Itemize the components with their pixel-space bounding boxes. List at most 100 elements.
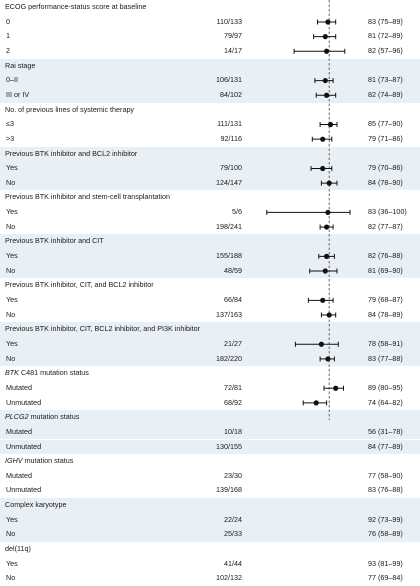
subgroup-label: No (6, 177, 16, 187)
subgroup-row: No 102/132 77 (69–84) (0, 571, 420, 586)
group-header-row: Previous BTK inhibitor and BCL2 inhibito… (0, 146, 420, 162)
group-header-row: Previous BTK inhibitor and stem-cell tra… (0, 190, 420, 205)
estimate-ci-text: 83 (76–88) (368, 485, 403, 495)
subgroup-label: III or IV (6, 89, 30, 99)
estimate-ci-text: 78 (58–91) (368, 338, 403, 348)
estimate-ci-text: 89 (80–95) (368, 382, 403, 392)
subgroup-row: Mutated 72/81 89 (80–95) (0, 381, 420, 396)
responders-fraction: 25/33 (224, 529, 242, 539)
group-header-row: del(11q) (0, 542, 420, 557)
estimate-ci-text: 79 (71–86) (368, 133, 403, 143)
subgroup-row: Unmutated 130/155 84 (77–89) (0, 439, 420, 455)
group-label: Previous BTK inhibitor, CIT, and BCL2 in… (5, 280, 154, 290)
group-header-row: Previous BTK inhibitor and CIT (0, 234, 420, 250)
group-header-row: BTK C481 mutation status (0, 366, 420, 381)
subgroup-row: Mutated 23/30 77 (58–90) (0, 469, 420, 484)
point-estimate (320, 297, 326, 303)
ci-mark (318, 253, 335, 259)
estimate-ci-text: 83 (77–88) (368, 353, 403, 363)
subgroup-row: ≤3 111/131 85 (77–90) (0, 117, 420, 132)
estimate-ci-text: 77 (58–90) (368, 470, 403, 480)
responders-fraction: 68/92 (224, 397, 242, 407)
estimate-ci-text: 85 (77–90) (368, 119, 403, 129)
responders-fraction: 14/17 (224, 45, 242, 55)
ci-mark (320, 180, 338, 186)
subgroup-label: 1 (6, 31, 10, 41)
subgroup-row: 0–II 106/131 81 (73–87) (0, 73, 420, 88)
subgroup-label: No (6, 309, 16, 319)
estimate-ci-text: 81 (73–87) (368, 75, 403, 85)
subgroup-label: Unmutated (6, 441, 42, 451)
subgroup-row: No 124/147 84 (78–90) (0, 175, 420, 191)
estimate-ci-text: 82 (77–87) (368, 221, 403, 231)
point-estimate (326, 312, 332, 318)
point-estimate (324, 92, 330, 98)
subgroup-label: No (6, 265, 16, 275)
point-estimate (322, 268, 328, 274)
estimate-ci-text: 79 (70–86) (368, 163, 403, 173)
subgroup-row: Mutated 10/18 56 (31–78) (0, 424, 420, 440)
group-label: PLCG2 mutation status (5, 412, 80, 422)
subgroup-row: Yes 41/44 93 (81–99) (0, 557, 420, 572)
subgroup-label: Yes (6, 207, 18, 217)
subgroup-row: 2 14/17 82 (57–96) (0, 44, 420, 59)
responders-fraction: 48/59 (224, 265, 242, 275)
ci-mark (307, 297, 334, 303)
ci-mark (309, 268, 338, 274)
point-estimate (313, 400, 319, 406)
subgroup-label: 2 (6, 45, 10, 55)
subgroup-label: >3 (6, 133, 15, 143)
responders-fraction: 124/147 (216, 177, 242, 187)
subgroup-row: Yes 79/100 79 (70–86) (0, 161, 420, 176)
responders-fraction: 198/241 (216, 221, 242, 231)
subgroup-row: Yes 21/27 78 (58–91) (0, 336, 420, 352)
responders-fraction: 21/27 (224, 338, 242, 348)
group-label: ECOG performance-status score at baselin… (5, 2, 147, 11)
group-label: BTK C481 mutation status (5, 368, 89, 378)
subgroup-row: 1 79/97 81 (72–89) (0, 29, 420, 44)
group-label: No. of previous lines of systemic therap… (5, 104, 135, 114)
point-estimate (325, 209, 331, 216)
group-label: Previous BTK inhibitor and CIT (5, 236, 104, 246)
responders-fraction: 182/220 (216, 353, 242, 363)
estimate-ci-text: 56 (31–78) (368, 426, 403, 436)
ci-mark (293, 48, 346, 54)
estimate-ci-text: 77 (69–84) (368, 573, 403, 583)
responders-fraction: 106/131 (216, 75, 242, 85)
group-label: Rai stage (5, 60, 36, 70)
point-estimate (333, 385, 339, 391)
ci-mark (323, 385, 344, 391)
ci-mark (319, 224, 334, 230)
subgroup-label: No (6, 573, 16, 583)
estimate-ci-text: 83 (75–89) (368, 16, 403, 26)
group-header-row: Complex karyotype (0, 498, 420, 513)
responders-fraction: 92/116 (220, 133, 242, 143)
subgroup-row: Yes 5/6 83 (36–100) (0, 205, 420, 220)
responders-fraction: 130/155 (216, 441, 242, 451)
subgroup-label: No (6, 529, 16, 539)
estimate-ci-text: 79 (68–87) (368, 295, 403, 304)
responders-fraction: 66/84 (224, 295, 242, 304)
ci-mark (319, 356, 335, 362)
subgroup-row: No 137/163 84 (78–89) (0, 308, 420, 323)
group-header-row: Previous BTK inhibitor, CIT, and BCL2 in… (0, 278, 420, 293)
subgroup-row: No 182/220 83 (77–88) (0, 351, 420, 367)
estimate-ci-text: 82 (74–89) (368, 89, 403, 99)
subgroup-row: Yes 155/188 82 (76–88) (0, 249, 420, 264)
subgroup-label: ≤3 (6, 119, 14, 129)
ci-mark (320, 312, 337, 318)
point-estimate (325, 19, 331, 25)
group-label: Previous BTK inhibitor and BCL2 inhibito… (5, 148, 138, 158)
estimate-ci-text: 82 (57–96) (368, 45, 403, 55)
estimate-ci-text: 82 (76–88) (368, 251, 403, 261)
ci-mark (302, 400, 328, 406)
responders-fraction: 84/102 (220, 89, 242, 99)
ci-mark (317, 19, 337, 25)
responders-fraction: 72/81 (224, 382, 242, 392)
subgroup-row: Yes 66/84 79 (68–87) (0, 293, 420, 308)
group-header-row: Rai stage (0, 58, 420, 74)
group-header-row: IGHV mutation status (0, 454, 420, 469)
subgroup-label: Unmutated (6, 397, 42, 407)
estimate-ci-text: 84 (77–89) (368, 441, 403, 451)
ci-mark (310, 165, 333, 172)
